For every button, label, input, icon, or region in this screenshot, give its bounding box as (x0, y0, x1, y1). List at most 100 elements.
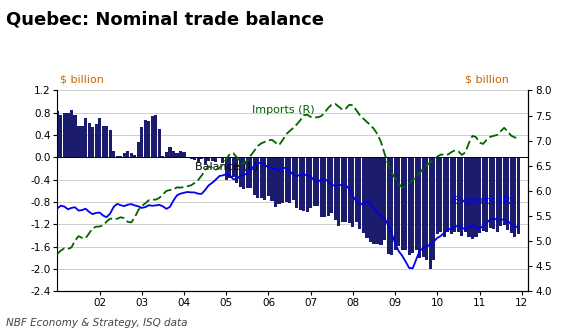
Bar (513, 157, 516, 237)
Bar (221, 157, 224, 163)
Bar (133, 155, 137, 157)
Bar (492, 157, 495, 229)
Bar (320, 157, 323, 217)
Bar (179, 151, 182, 157)
Bar (482, 157, 484, 231)
Bar (228, 157, 231, 179)
Bar (323, 157, 326, 217)
Bar (196, 157, 200, 162)
Text: NBF Economy & Strategy, ISQ data: NBF Economy & Strategy, ISQ data (6, 318, 187, 328)
Bar (267, 157, 270, 196)
Bar (453, 157, 456, 231)
Bar (394, 157, 397, 250)
Bar (232, 157, 235, 177)
Bar (108, 130, 112, 157)
Bar (204, 157, 207, 164)
Bar (260, 157, 263, 198)
Bar (87, 123, 91, 157)
Bar (246, 157, 249, 188)
Bar (84, 118, 87, 157)
Bar (257, 157, 259, 198)
Bar (119, 156, 122, 157)
Bar (91, 127, 94, 157)
Bar (488, 157, 492, 228)
Bar (341, 157, 344, 222)
Text: Quebec: Nominal trade balance: Quebec: Nominal trade balance (6, 10, 324, 28)
Bar (168, 147, 172, 157)
Bar (358, 157, 362, 229)
Bar (425, 157, 428, 260)
Bar (63, 113, 66, 157)
Bar (253, 157, 256, 195)
Bar (172, 151, 175, 157)
Bar (200, 157, 203, 159)
Bar (309, 157, 312, 208)
Bar (383, 157, 386, 241)
Bar (348, 157, 351, 223)
Bar (408, 157, 411, 255)
Bar (158, 129, 161, 157)
Bar (77, 126, 80, 157)
Bar (503, 157, 506, 225)
Bar (369, 157, 372, 242)
Bar (98, 119, 101, 157)
Text: Imports (R): Imports (R) (252, 105, 315, 115)
Bar (189, 157, 193, 159)
Bar (73, 115, 76, 157)
Bar (126, 151, 129, 157)
Bar (281, 157, 284, 203)
Bar (432, 157, 435, 260)
Bar (151, 116, 154, 157)
Bar (443, 157, 446, 237)
Bar (429, 157, 432, 269)
Bar (436, 157, 439, 234)
Bar (330, 157, 333, 213)
Bar (422, 157, 425, 257)
Bar (80, 126, 84, 157)
Bar (218, 157, 221, 158)
Bar (467, 157, 471, 237)
Bar (510, 157, 513, 232)
Bar (351, 157, 354, 227)
Bar (313, 157, 316, 206)
Bar (274, 157, 277, 207)
Text: Balance (L): Balance (L) (195, 162, 258, 172)
Bar (176, 153, 179, 157)
Bar (366, 157, 369, 238)
Bar (355, 157, 358, 222)
Bar (263, 157, 266, 200)
Bar (214, 157, 217, 162)
Bar (447, 157, 449, 232)
Bar (70, 111, 73, 157)
Bar (295, 157, 298, 208)
Bar (123, 152, 126, 157)
Bar (105, 126, 108, 157)
Bar (249, 157, 253, 188)
Bar (401, 157, 404, 250)
Bar (148, 122, 150, 157)
Text: $ billion: $ billion (60, 74, 104, 84)
Bar (140, 127, 144, 157)
Bar (207, 157, 210, 160)
Bar (376, 157, 379, 244)
Bar (292, 157, 294, 200)
Bar (344, 157, 347, 221)
Bar (130, 153, 133, 157)
Bar (239, 157, 242, 187)
Bar (418, 157, 421, 258)
Bar (298, 157, 302, 210)
Bar (517, 157, 520, 233)
Bar (414, 157, 418, 250)
Bar (285, 157, 288, 202)
Bar (277, 157, 281, 204)
Bar (270, 157, 274, 201)
Text: Exports (R): Exports (R) (453, 196, 515, 206)
Bar (144, 120, 147, 157)
Bar (450, 157, 453, 233)
Bar (327, 157, 330, 216)
Text: $ billion: $ billion (464, 74, 509, 84)
Bar (56, 111, 59, 157)
Bar (59, 115, 63, 157)
Bar (471, 157, 474, 240)
Bar (137, 142, 140, 157)
